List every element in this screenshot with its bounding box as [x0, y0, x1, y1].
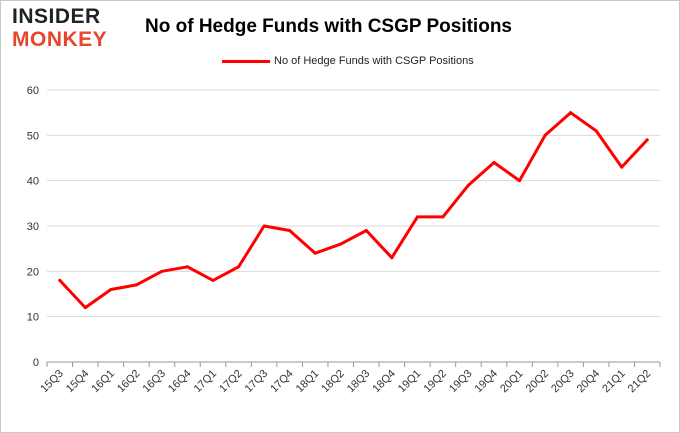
data-point — [237, 265, 241, 269]
x-tick-label: 20Q3 — [549, 368, 577, 396]
data-point — [288, 229, 292, 233]
x-tick-label: 18Q1 — [294, 368, 322, 396]
logo-line-2: MONKEY — [12, 28, 108, 51]
y-tick-label: 60 — [27, 85, 39, 97]
x-tick-label: 17Q3 — [243, 368, 271, 396]
x-tick-label: 15Q3 — [38, 368, 66, 396]
legend-label: No of Hedge Funds with CSGP Positions — [274, 55, 474, 67]
x-tick-label: 20Q4 — [575, 368, 603, 396]
data-point — [492, 161, 496, 165]
data-point — [83, 306, 87, 310]
x-tick-label: 19Q4 — [473, 368, 501, 396]
data-point — [569, 111, 573, 115]
series-line — [58, 111, 649, 310]
x-tick-label: 16Q2 — [115, 368, 143, 396]
data-point — [134, 283, 138, 287]
x-tick-label: 19Q1 — [396, 368, 424, 396]
chart-legend: No of Hedge Funds with CSGP Positions — [222, 55, 474, 67]
x-tick-label: 20Q1 — [498, 368, 526, 396]
y-tick-label: 30 — [27, 221, 39, 233]
y-tick-label: 0 — [33, 357, 39, 369]
x-tick-label: 20Q2 — [524, 368, 552, 396]
x-tick-label: 17Q4 — [268, 368, 296, 396]
y-tick-label: 40 — [27, 176, 39, 188]
y-tick-label: 20 — [27, 266, 39, 278]
data-point — [543, 133, 547, 137]
y-tick-label: 50 — [27, 130, 39, 142]
legend-swatch — [222, 59, 270, 63]
data-point — [594, 129, 598, 133]
x-tick-label: 17Q1 — [192, 368, 220, 396]
x-tick-label: 21Q2 — [626, 368, 654, 396]
data-point — [58, 278, 62, 282]
data-point — [415, 215, 419, 219]
x-tick-label: 17Q2 — [217, 368, 245, 396]
data-point — [645, 138, 649, 142]
data-point — [160, 269, 164, 273]
insider-monkey-logo: INSIDER MONKEY — [12, 6, 107, 50]
data-point — [441, 215, 445, 219]
x-tick-label: 18Q4 — [370, 368, 398, 396]
x-tick-label: 21Q1 — [600, 368, 628, 396]
data-point — [518, 179, 522, 183]
data-point — [390, 256, 394, 260]
data-point — [339, 242, 343, 246]
x-tick-label: 19Q2 — [421, 368, 449, 396]
data-point — [185, 265, 189, 269]
x-tick-label: 18Q2 — [319, 368, 347, 396]
data-point — [109, 287, 113, 291]
x-tick-label: 16Q4 — [166, 368, 194, 396]
data-point — [211, 278, 215, 282]
x-tick-label: 19Q3 — [447, 368, 475, 396]
data-point — [364, 229, 368, 233]
data-point — [466, 183, 470, 187]
data-point — [620, 165, 624, 169]
y-tick-label: 10 — [27, 312, 39, 324]
x-tick-label: 15Q4 — [64, 368, 92, 396]
x-tick-label: 16Q3 — [141, 368, 169, 396]
chart-title: No of Hedge Funds with CSGP Positions — [145, 16, 512, 37]
x-tick-label: 18Q3 — [345, 368, 373, 396]
data-point — [262, 224, 266, 228]
logo-line-1: INSIDER — [12, 5, 101, 28]
x-tick-label: 16Q1 — [89, 368, 117, 396]
data-point — [313, 251, 317, 255]
